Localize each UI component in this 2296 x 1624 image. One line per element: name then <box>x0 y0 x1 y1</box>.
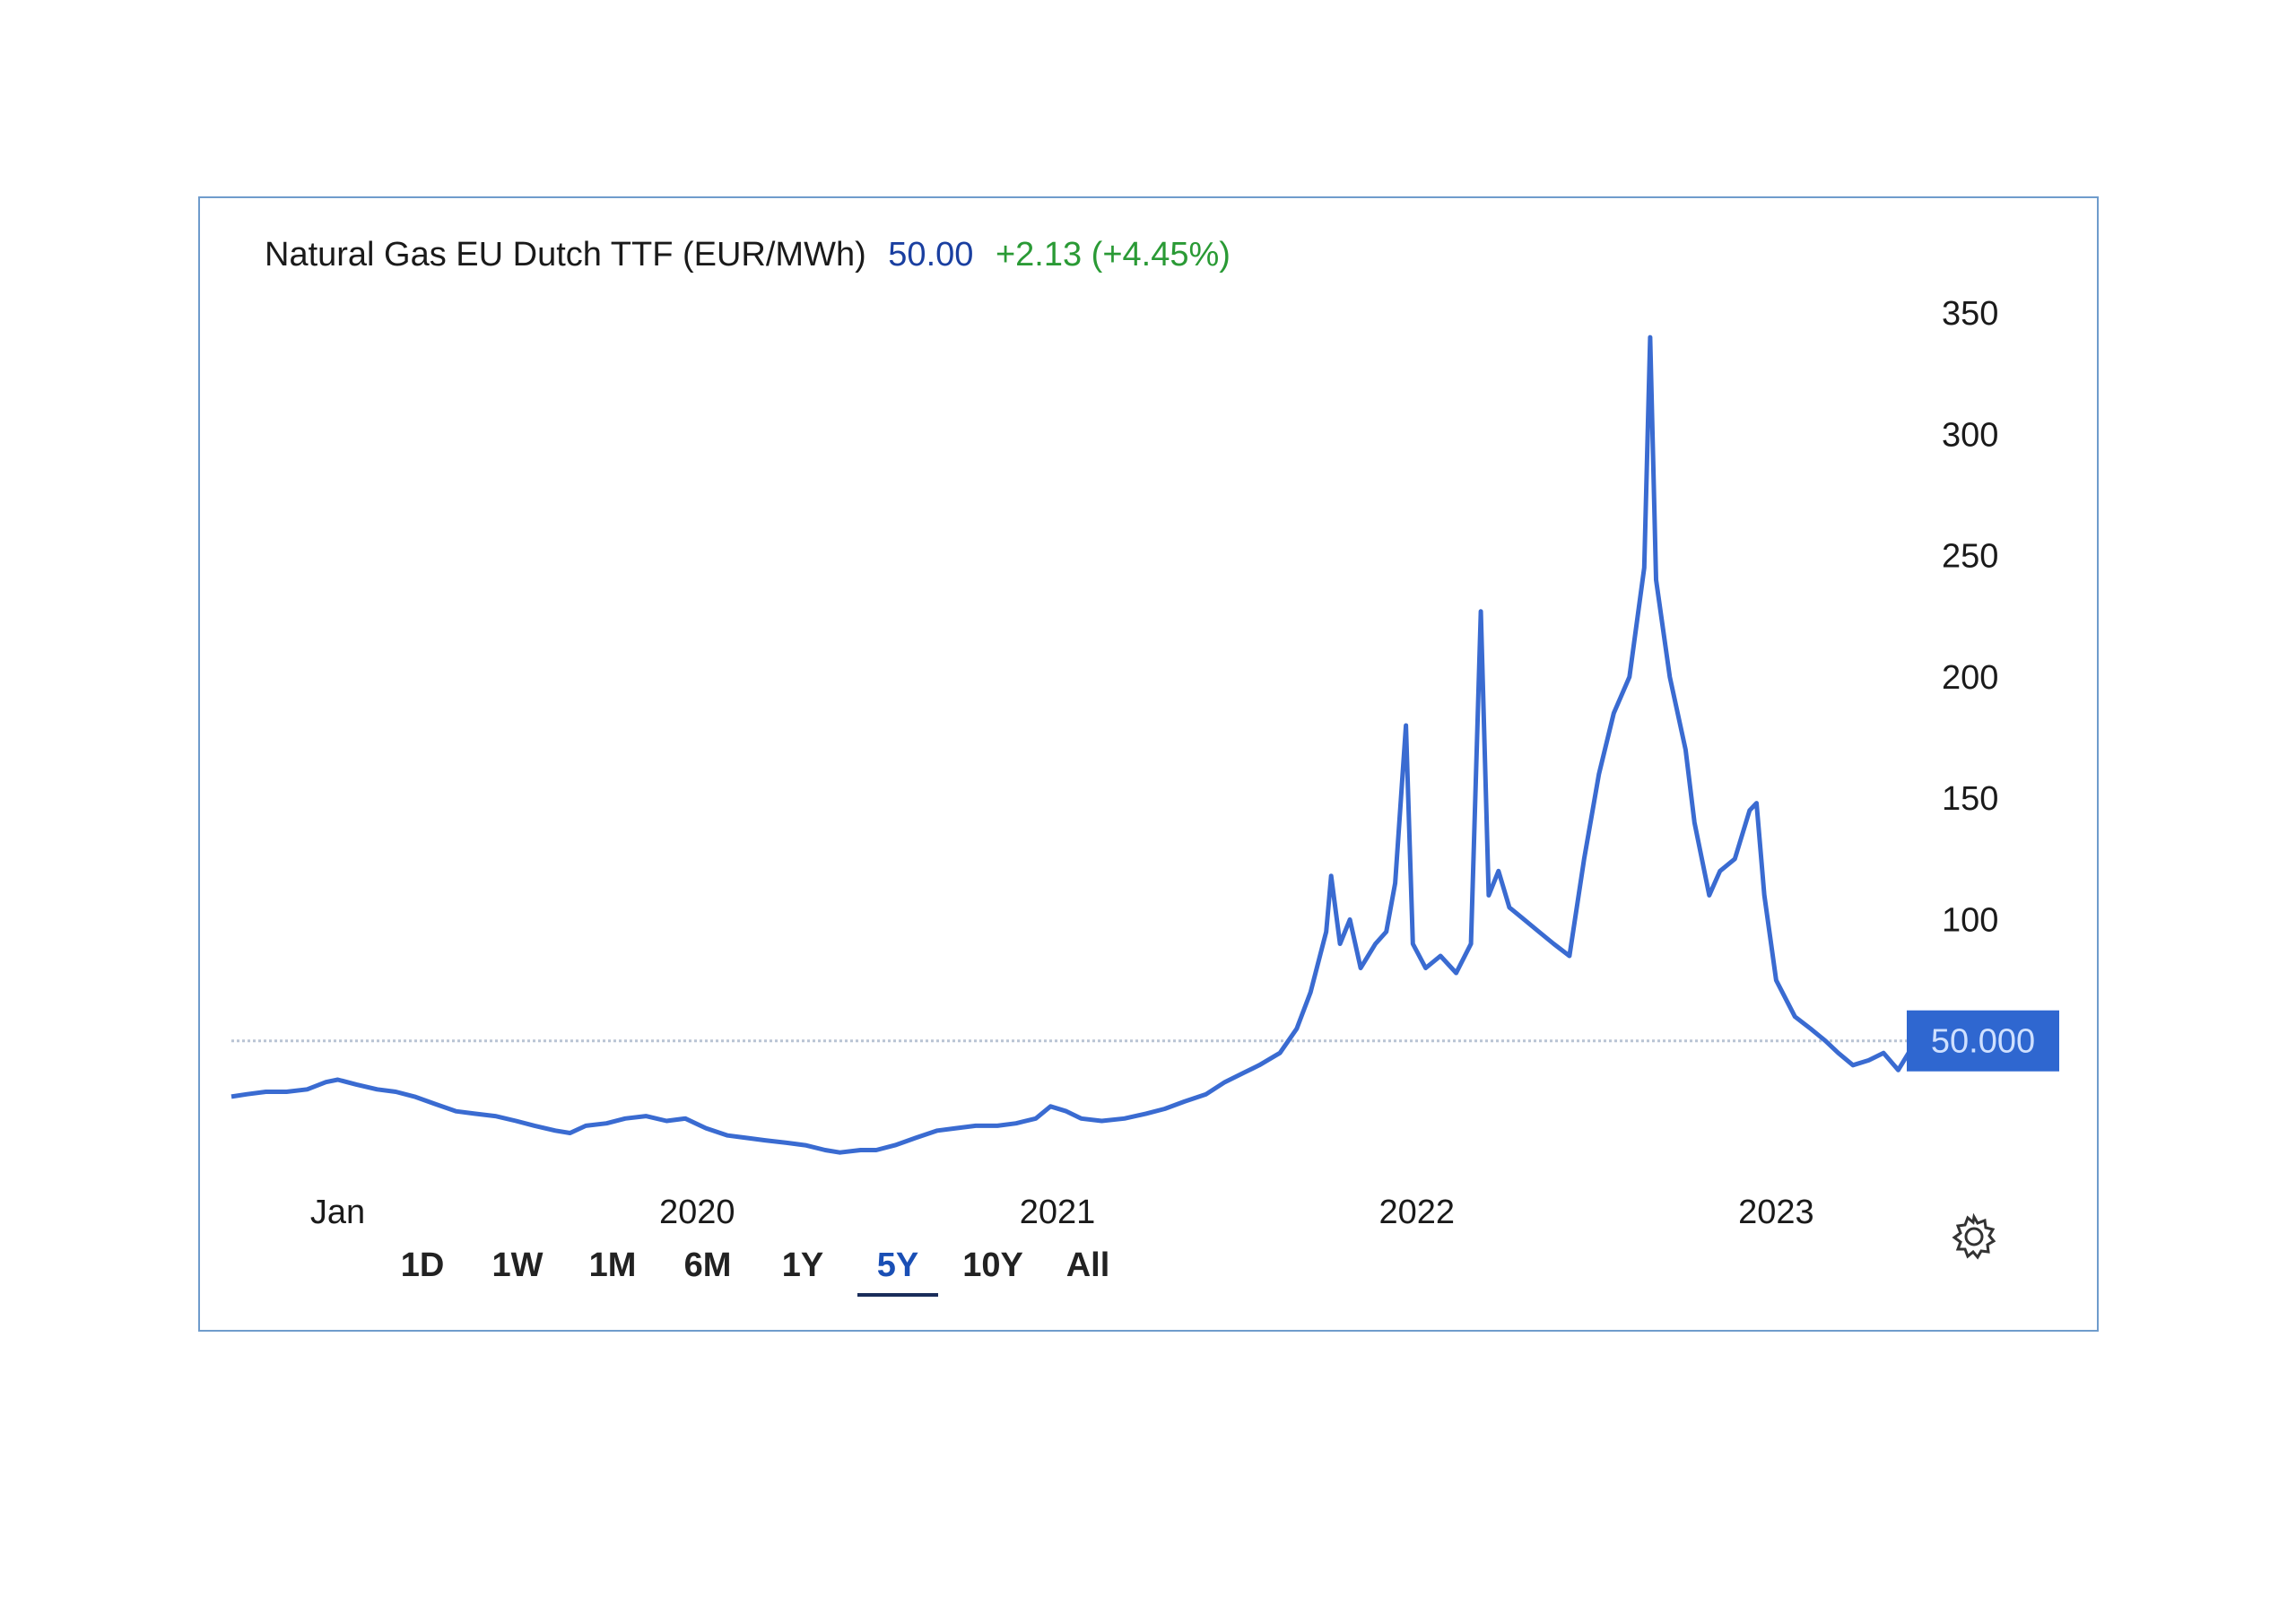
x-tick-label: 2023 <box>1738 1194 1814 1231</box>
y-tick-label: 350 <box>1942 295 1998 333</box>
range-button-10y[interactable]: 10Y <box>962 1246 1023 1284</box>
y-tick-label: 200 <box>1942 659 1998 697</box>
range-button-1y[interactable]: 1Y <box>781 1246 824 1284</box>
range-button-all[interactable]: All <box>1065 1246 1110 1284</box>
gear-icon[interactable] <box>1949 1211 1999 1262</box>
range-button-1d[interactable]: 1D <box>400 1246 445 1284</box>
price-line <box>230 334 1916 1155</box>
y-tick-label: 250 <box>1942 538 1998 576</box>
range-button-1w[interactable]: 1W <box>491 1246 544 1284</box>
chart-header: Natural Gas EU Dutch TTF (EUR/MWh) 50.00… <box>265 236 1243 274</box>
chart-panel: Natural Gas EU Dutch TTF (EUR/MWh) 50.00… <box>198 196 2099 1332</box>
x-tick-label: 2021 <box>1020 1194 1096 1231</box>
range-selector: 1D 1W 1M 6M 1Y 5Y 10Y All <box>375 1234 1135 1297</box>
price-chart: 100 150 200 250 300 350 Jan 2020 2021 2022 2023 50.… <box>230 295 2059 1231</box>
range-button-5y[interactable]: 5Y <box>850 1234 945 1297</box>
y-tick-label: 150 <box>1942 780 1998 818</box>
range-button-6m[interactable]: 6M <box>683 1246 732 1284</box>
price-change: +2.13 (+4.45%) <box>995 236 1231 274</box>
current-value-badge <box>1907 1010 2059 1072</box>
current-price: 50.00 <box>888 236 974 274</box>
y-tick-label: 100 <box>1942 901 1998 939</box>
x-tick-label: Jan <box>310 1194 365 1231</box>
y-tick-label: 300 <box>1942 416 1998 454</box>
current-value-label: 50.000 <box>1931 1023 2035 1061</box>
range-button-1m[interactable]: 1M <box>588 1246 637 1284</box>
x-tick-label: 2022 <box>1378 1194 1455 1231</box>
instrument-name: Natural Gas EU Dutch TTF (EUR/MWh) <box>265 236 866 274</box>
x-tick-label: 2020 <box>659 1194 735 1231</box>
